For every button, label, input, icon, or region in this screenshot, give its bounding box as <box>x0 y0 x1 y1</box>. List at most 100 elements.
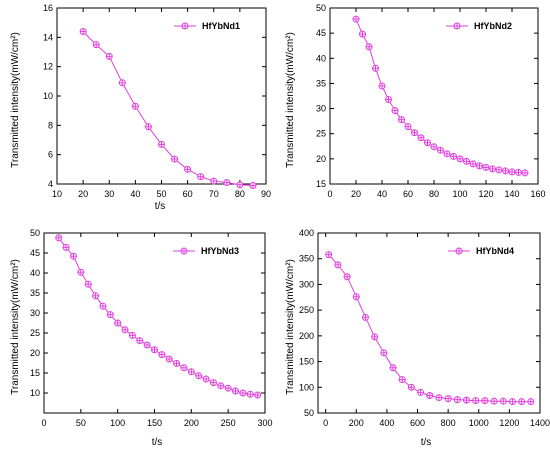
data-point <box>180 364 188 372</box>
x-tick-label: 300 <box>257 418 272 428</box>
data-point <box>352 15 360 23</box>
data-point <box>453 396 461 404</box>
plot-frame <box>43 232 266 414</box>
data-point <box>489 165 496 173</box>
x-tick-label: 200 <box>349 418 364 428</box>
y-tick-label: 35 <box>30 288 40 298</box>
x-tick-label: 800 <box>441 418 456 428</box>
y-tick-label: 8 <box>48 120 53 130</box>
y-tick-label: 45 <box>30 248 40 258</box>
x-tick-label: 100 <box>110 418 125 428</box>
data-point <box>404 123 412 131</box>
y-tick-label: 100 <box>299 382 314 392</box>
data-point <box>99 302 107 310</box>
data-point <box>352 293 360 301</box>
data-point <box>202 375 210 383</box>
y-tick-label: 20 <box>316 154 326 164</box>
y-tick-label: 150 <box>299 357 314 367</box>
data-point <box>249 181 257 189</box>
data-point <box>469 160 477 168</box>
data-point <box>372 64 379 72</box>
data-point <box>398 376 406 384</box>
legend: HfYbNd1 <box>174 21 240 31</box>
y-tick-label: 350 <box>299 254 314 264</box>
data-point <box>411 129 418 137</box>
chart-panel-2: 0 20 40 60 80 100 120 140 160 15 20 25 30 35 40 45 50 Tra… <box>285 3 546 199</box>
x-tick-label: 60 <box>403 189 413 199</box>
data-point <box>184 165 192 173</box>
x-tick-label: 80 <box>429 189 439 199</box>
x-tick-label: 40 <box>377 189 387 199</box>
data-point <box>210 177 218 185</box>
data-point <box>407 383 415 391</box>
x-tick-label: 1400 <box>530 418 550 428</box>
data-point <box>502 167 509 175</box>
y-tick-label: 200 <box>299 331 314 341</box>
data-point <box>224 384 232 392</box>
data-point <box>476 162 483 170</box>
data-point <box>359 30 366 38</box>
data-point <box>84 280 92 288</box>
data-point <box>343 273 351 281</box>
y-tick-label: 20 <box>30 348 40 358</box>
data-point <box>499 397 507 405</box>
data-point <box>79 27 87 35</box>
data-point <box>62 243 70 251</box>
y-tick-label: 15 <box>316 179 326 189</box>
data-point <box>378 82 386 90</box>
y-tick-label: 10 <box>43 91 53 101</box>
chart-panel-1: 10 20 30 40 50 60 70 80 90 4 6 8 10 12 14 16 t/s Transmit… <box>10 3 271 212</box>
data-point <box>508 168 516 176</box>
x-tick-label: 120 <box>478 189 493 199</box>
data-point <box>143 341 151 349</box>
y-tick-label: 400 <box>299 228 314 238</box>
legend-label: HfYbNd4 <box>476 246 514 256</box>
chart-panel-3: 0 50 100 150 200 250 300 10 15 20 25 30 35 40 45 50 t/s T… <box>10 228 273 448</box>
data-point <box>385 96 392 104</box>
data-point <box>527 398 535 406</box>
y-tick-label: 10 <box>30 388 40 398</box>
y-tick-label: 45 <box>316 28 326 38</box>
data-point <box>158 351 166 359</box>
y-tick-label: 25 <box>316 129 326 139</box>
data-point <box>435 394 443 402</box>
x-tick-label: 40 <box>130 189 140 199</box>
data-point <box>430 143 438 151</box>
x-tick-label: 0 <box>327 189 332 199</box>
y-tick-label: 30 <box>316 104 326 114</box>
chart-panel-4: 0 200 400 600 800 1000 1200 1400 50 100 150 200 250 3… <box>285 228 550 448</box>
x-tick-label: 250 <box>221 418 236 428</box>
x-tick-label: 0 <box>323 418 328 428</box>
y-tick-label: 50 <box>316 3 326 13</box>
data-point <box>173 359 181 367</box>
data-point <box>131 102 139 110</box>
data-point <box>398 116 405 124</box>
x-axis-title: t/s <box>421 437 432 448</box>
data-point <box>151 346 158 354</box>
data-point <box>463 157 470 165</box>
y-tick-label: 50 <box>30 228 40 238</box>
y-axis-title: Transmitted intensity(mW/cm²) <box>285 32 296 168</box>
x-axis-title: t/s <box>152 437 163 448</box>
data-point <box>417 134 425 142</box>
y-axis-title: Transmitted intensity(mW/cm²) <box>10 259 21 395</box>
legend: HfYbNd4 <box>448 246 514 256</box>
series-line <box>328 254 531 403</box>
x-tick-label: 150 <box>147 418 162 428</box>
y-tick-label: 35 <box>316 78 326 88</box>
y-tick-label: 6 <box>48 150 53 160</box>
data-point <box>209 379 217 387</box>
data-point <box>246 390 254 398</box>
data-point <box>165 355 173 363</box>
plot-frame <box>56 7 267 185</box>
data-point <box>106 311 114 319</box>
legend-label: HfYbNd3 <box>201 246 239 256</box>
data-point <box>482 163 490 171</box>
y-tick-label: 25 <box>30 328 40 338</box>
y-tick-label: 14 <box>43 32 53 42</box>
x-tick-label: 50 <box>156 189 166 199</box>
data-point <box>518 398 526 406</box>
y-tick-label: 250 <box>299 305 314 315</box>
data-point <box>463 396 471 404</box>
data-point <box>365 43 373 51</box>
